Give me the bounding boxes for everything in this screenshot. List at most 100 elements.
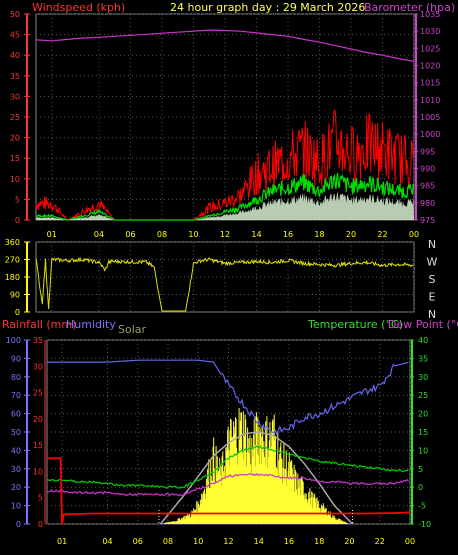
chart-title: 24 hour graph day : 29 March 2026: [170, 1, 365, 14]
x-tick-label: 08: [163, 537, 173, 546]
direction-tick-label: 360: [5, 238, 20, 247]
barometer-axis-title: Barometer (hpa): [364, 1, 455, 14]
x-tick-label: 18: [314, 230, 324, 239]
temperature-tick-label: 20: [418, 410, 428, 419]
barometer-tick-label: 1005: [420, 113, 440, 122]
temperature-tick-label: 10: [418, 446, 428, 455]
rainfall-tick-label: 20: [33, 415, 43, 424]
temperature-tick-label: 15: [418, 428, 428, 437]
compass-label: N: [428, 238, 436, 251]
temperature-tick-label: 0: [418, 483, 423, 492]
direction-tick-label: 90: [10, 291, 20, 300]
barometer-tick-label: 990: [420, 165, 435, 174]
x-tick-label: 00: [409, 230, 419, 239]
barometer-tick-label: 1000: [420, 130, 440, 139]
x-tick-label: 00: [405, 537, 415, 546]
windspeed-tick-label: 45: [10, 31, 20, 40]
windspeed-tick-label: 35: [10, 72, 20, 81]
compass-label: N: [428, 308, 436, 321]
humidity-tick-label: 0: [16, 520, 21, 529]
temperature-axis-title: Temperature (°C): [307, 318, 403, 331]
x-tick-label: 18: [314, 537, 324, 546]
temperature-tick-label: 35: [418, 354, 428, 363]
temperature-tick-label: 25: [418, 391, 428, 400]
windspeed-series-line: [35, 109, 414, 221]
compass-label: E: [429, 291, 436, 304]
temperature-tick-label: -10: [418, 520, 431, 529]
dewpoint-series-line: [46, 472, 409, 497]
barometer-tick-label: 1025: [420, 44, 440, 53]
x-tick-label: 06: [133, 537, 143, 546]
barometer-tick-label: 985: [420, 182, 435, 191]
rainfall-tick-label: 35: [33, 336, 43, 345]
windspeed-tick-label: 10: [10, 175, 20, 184]
x-tick-label: 10: [188, 230, 198, 239]
humidity-tick-label: 20: [11, 483, 21, 492]
barometer-tick-label: 1015: [420, 79, 440, 88]
humidity-tick-label: 70: [11, 391, 21, 400]
humidity-tick-label: 50: [11, 428, 21, 437]
gust-area: [36, 191, 414, 220]
x-tick-label: 04: [94, 230, 104, 239]
x-tick-label: 12: [220, 230, 230, 239]
barometer-tick-label: 1010: [420, 96, 440, 105]
direction-tick-label: 270: [5, 256, 20, 265]
windspeed-tick-label: 25: [10, 113, 20, 122]
windspeed-tick-label: 0: [15, 216, 20, 225]
humidity-series-line: [47, 359, 409, 437]
x-tick-label: 22: [377, 230, 387, 239]
humidity-tick-label: 100: [6, 336, 21, 345]
x-tick-label: 01: [47, 230, 57, 239]
x-tick-label: 12: [223, 537, 233, 546]
barometer-tick-label: 1035: [420, 10, 440, 19]
x-tick-label: 10: [193, 537, 203, 546]
compass-label: W: [427, 256, 438, 269]
x-tick-label: 20: [344, 537, 354, 546]
temperature-tick-label: 5: [418, 465, 423, 474]
temperature-tick-label: -5: [418, 502, 426, 511]
x-tick-label: 01: [57, 537, 67, 546]
rainfall-tick-label: 25: [33, 389, 43, 398]
temperature-series-line: [46, 445, 409, 489]
windspeed-tick-label: 15: [10, 154, 20, 163]
x-tick-label: 22: [375, 537, 385, 546]
temp-humidity-panel: 010203040506070809010005101520253035-10-…: [6, 336, 431, 546]
rainfall-tick-label: 5: [38, 494, 43, 503]
humidity-tick-label: 30: [11, 465, 21, 474]
windspeed-axis-title: Windspeed (kph): [32, 1, 125, 14]
rainfall-axis-title: Rainfall (mm): [2, 318, 76, 331]
direction-tick-label: 0: [15, 308, 20, 317]
x-tick-label: 06: [125, 230, 135, 239]
rainfall-tick-label: 30: [33, 362, 43, 371]
humidity-tick-label: 40: [11, 446, 21, 455]
x-tick-label: 16: [284, 537, 294, 546]
barometer-tick-label: 1020: [420, 62, 440, 71]
windspeed-tick-label: 20: [10, 134, 20, 143]
x-tick-label: 20: [346, 230, 356, 239]
windspeed-tick-label: 30: [10, 92, 20, 101]
humidity-tick-label: 80: [11, 373, 21, 382]
direction-series-line: [35, 256, 414, 312]
x-tick-label: 16: [283, 230, 293, 239]
wind-pressure-panel: 0510152025303540455097598098599099510001…: [10, 10, 441, 239]
windspeed-tick-label: 5: [15, 195, 20, 204]
wind-average-series-line: [35, 172, 414, 221]
barometer-tick-label: 995: [420, 147, 435, 156]
x-tick-label: 04: [102, 537, 112, 546]
compass-label: S: [429, 273, 436, 286]
windspeed-tick-label: 50: [10, 10, 20, 19]
rainfall-tick-label: 15: [33, 441, 43, 450]
solar-title: Solar: [118, 323, 147, 336]
barometer-tick-label: 1030: [420, 27, 440, 36]
temperature-tick-label: 30: [418, 373, 428, 382]
humidity-tick-label: 10: [11, 502, 21, 511]
barometer-tick-label: 975: [420, 216, 435, 225]
x-tick-label: 14: [254, 537, 264, 546]
x-tick-label: 14: [251, 230, 261, 239]
x-tick-label: 08: [157, 230, 167, 239]
panel-frame: [35, 241, 415, 313]
windspeed-tick-label: 40: [10, 51, 20, 60]
